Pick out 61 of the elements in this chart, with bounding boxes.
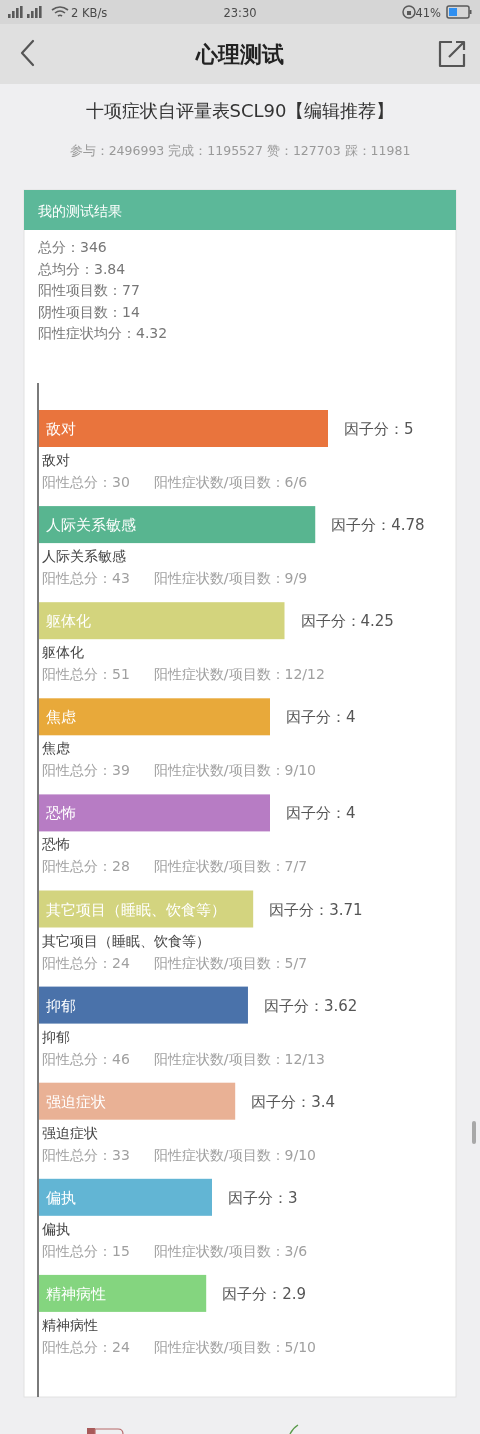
annotation: 阳性总分：30: [42, 474, 130, 490]
text: 总均分：3.84: [37, 260, 126, 277]
annotation: 阳性症状数/项目数：9/10: [153, 762, 316, 779]
bar: [39, 1178, 212, 1216]
annotation: 阳性总分：51: [42, 666, 130, 683]
bar: [39, 1274, 207, 1312]
annotation: 阳性总分：43: [42, 570, 130, 587]
y-tick-label: 人际关系敏感: [42, 548, 126, 565]
bar: [39, 410, 328, 447]
text: 阳性项目数：77: [38, 282, 140, 298]
bar: [39, 794, 270, 832]
annotation: 阳性总分：28: [42, 858, 130, 875]
y-tick-label: 躯体化: [42, 644, 84, 661]
data-label: 因子分：3.62: [263, 996, 358, 1015]
data-label: 因子分：5: [344, 420, 414, 438]
bar: [39, 698, 270, 736]
annotation: 阳性症状数/项目数：5/7: [153, 954, 308, 971]
chart-title: 十项症状自评量表SCL90【编辑推荐】: [85, 100, 395, 121]
bar: [39, 1082, 236, 1120]
annotation: 阳性总分：24: [42, 1338, 130, 1355]
annotation: 阳性总分：39: [42, 762, 130, 779]
annotation: 阳性症状数/项目数：12/12: [153, 666, 325, 683]
annotation: 阳性症状数/项目数：5/10: [153, 1338, 316, 1355]
text: 2 KB/s: [71, 6, 108, 20]
annotation: 阳性总分：46: [42, 1050, 130, 1067]
data-label: 因子分：4.78: [331, 516, 425, 535]
data-label: 因子分：4.25: [300, 612, 394, 631]
data-label: 因子分：3.4: [251, 1092, 336, 1111]
annotation: 阳性总分：24: [42, 954, 130, 971]
y-tick-label: 抑郁: [42, 1028, 70, 1045]
annotation: 阳性症状数/项目数：6/6: [153, 474, 308, 490]
chart-subtitle: 参与：2496993 完成：1195527 赞：127703 踩：11981: [69, 143, 411, 158]
data-label: 因子分：3: [228, 1188, 298, 1207]
y-tick-label: 恐怖: [41, 836, 70, 853]
data-label: 因子分：3.71: [269, 900, 363, 919]
annotation: 阳性症状数/项目数：12/13: [153, 1050, 325, 1067]
bar: [39, 506, 316, 544]
text: 我的测试结果: [38, 203, 122, 219]
text: 23:30: [223, 6, 257, 20]
annotation: 阳性症状数/项目数：9/9: [153, 570, 308, 587]
y-tick-label: 精神病性: [42, 1316, 98, 1333]
annotation: 阳性症状数/项目数：7/7: [153, 858, 308, 875]
bar: [39, 986, 248, 1024]
text: 41%: [415, 6, 442, 20]
data-label: 因子分：2.9: [222, 1284, 307, 1303]
text: 心理测试: [195, 42, 284, 67]
text: 总分：346: [37, 239, 107, 255]
y-tick-label: 焦虑: [42, 740, 70, 757]
text: 阴性项目数：14: [38, 303, 140, 320]
annotation: 阳性症状数/项目数：3/6: [153, 1242, 308, 1259]
text: 阳性症状均分：4.32: [38, 325, 168, 341]
annotation: 阳性总分：15: [42, 1242, 130, 1259]
y-tick-label: 其它项目（睡眠、饮食等）: [42, 932, 210, 949]
bar: [39, 602, 285, 640]
y-tick-label: 敌对: [42, 452, 70, 468]
annotation: 阳性总分：33: [42, 1146, 130, 1163]
y-tick-label: 强迫症状: [42, 1124, 98, 1141]
data-label: 因子分：4: [286, 804, 356, 823]
annotation: 阳性症状数/项目数：9/10: [153, 1146, 316, 1163]
y-tick-label: 偏执: [42, 1220, 70, 1237]
data-label: 因子分：4: [286, 708, 356, 727]
